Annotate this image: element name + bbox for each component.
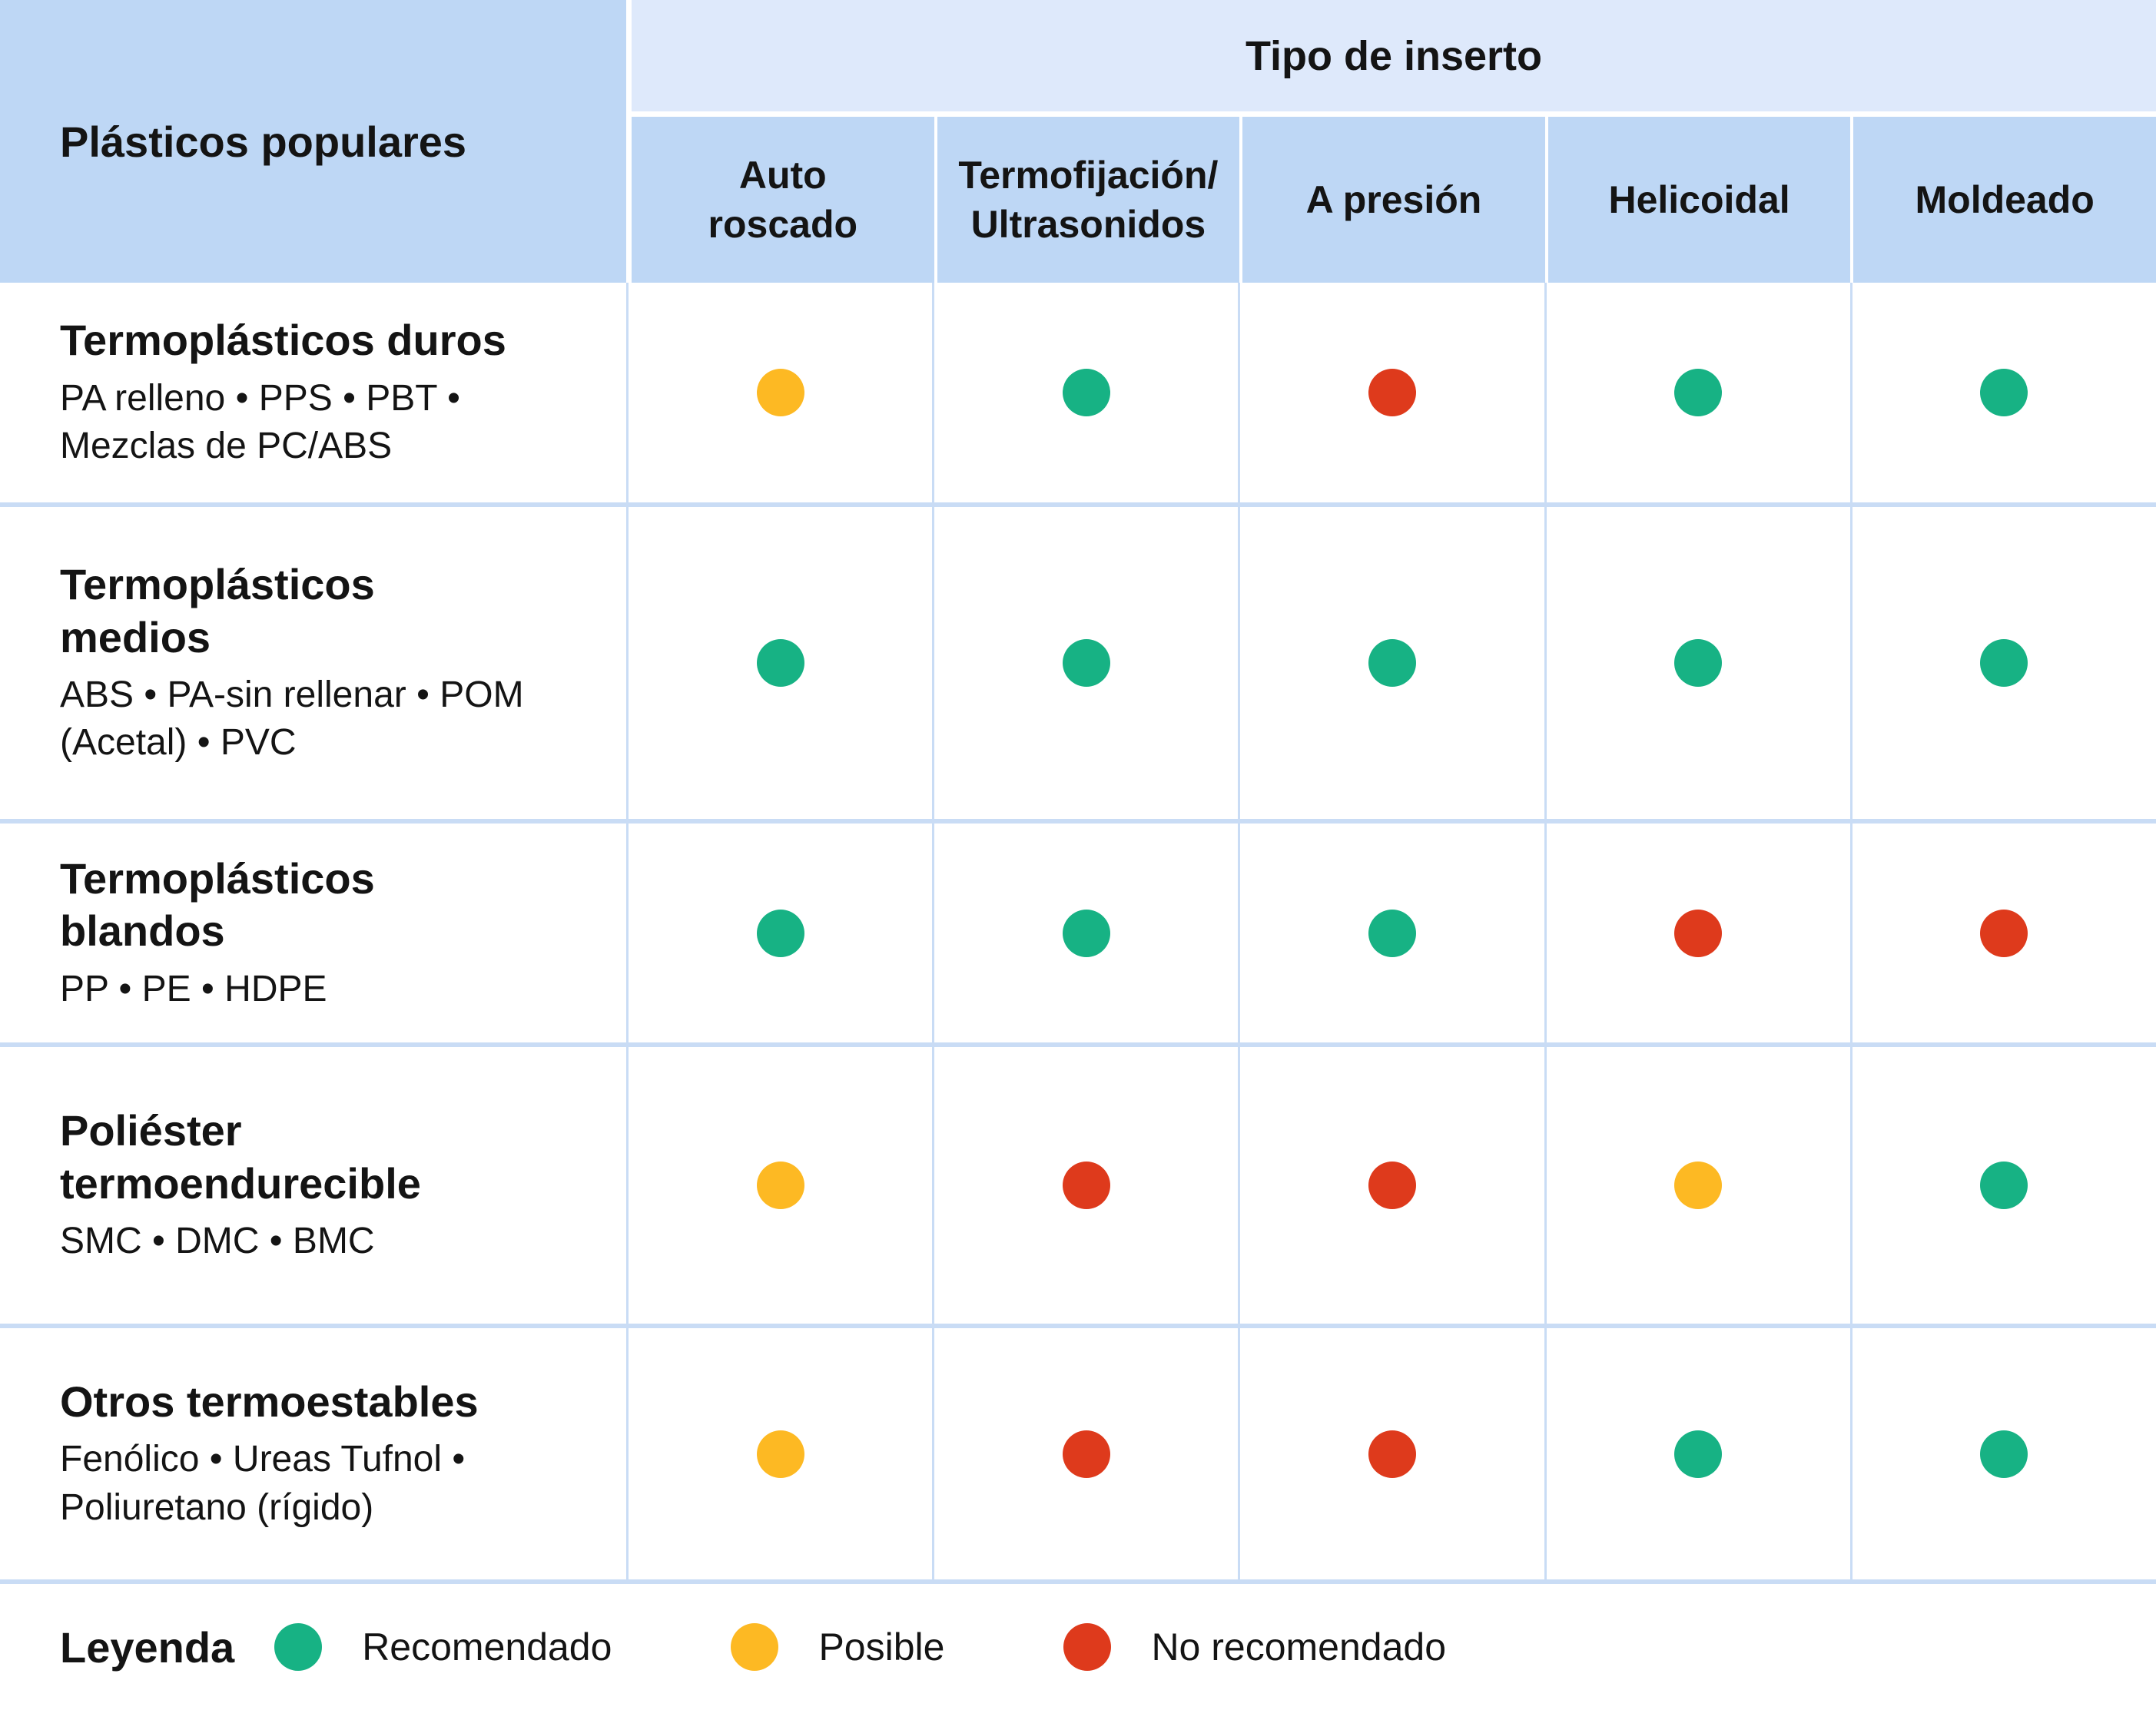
status-dot: [756, 909, 804, 957]
legend-label: No recomendado: [1151, 1625, 1447, 1669]
status-cell: [932, 824, 1238, 1042]
column-header-a-presion: A presión: [1239, 117, 1545, 283]
corner-header-label: Plásticos populares: [60, 117, 467, 166]
status-dot: [1062, 1162, 1110, 1209]
table-row-poliester-termoendurecible: Poliéster termoendurecible SMC • DMC • B…: [0, 1047, 2156, 1328]
legend-item-recomendado: Recomendado: [274, 1623, 612, 1671]
table-row-termoplasticos-blandos: Termoplásticos blandos PP • PE • HDPE: [0, 824, 2156, 1047]
table-row-otros-termoestables: Otros termoestables Fenólico • Ureas Tuf…: [0, 1328, 2156, 1584]
status-dot: [1062, 909, 1110, 957]
status-cell: [932, 1047, 1238, 1324]
column-header-helicoidal: Helicoidal: [1544, 117, 1851, 283]
row-title: Termoplásticos duros: [60, 316, 506, 365]
column-header-termofijacion-ultrasonidos: Termofijación/ Ultrasonidos: [934, 117, 1240, 283]
row-title: Poliéster termoendurecible: [60, 1106, 421, 1208]
status-cell: [1238, 1047, 1544, 1324]
row-subtitle: Fenólico • Ureas Tufnol • Poliuretano (r…: [60, 1439, 466, 1528]
status-dot: [1980, 1430, 2028, 1478]
row-subtitle: SMC • DMC • BMC: [60, 1221, 375, 1262]
row-header: Poliéster termoendurecible SMC • DMC • B…: [0, 1047, 626, 1324]
table-row-termoplasticos-duros: Termoplásticos duros PA relleno • PPS • …: [0, 283, 2156, 507]
table-row-termoplasticos-medios: Termoplásticos medios ABS • PA-sin relle…: [0, 507, 2156, 824]
status-cell: [1544, 824, 1850, 1042]
status-dot: [756, 639, 804, 687]
row-header: Termoplásticos duros PA relleno • PPS • …: [0, 283, 626, 502]
status-cell: [1849, 507, 2156, 819]
status-cell: [932, 507, 1238, 819]
status-dot: [1674, 639, 1723, 687]
status-cell: [626, 824, 932, 1042]
legend-item-posible: Posible: [731, 1623, 944, 1671]
status-dot: [1674, 369, 1723, 416]
status-dot: [1980, 639, 2028, 687]
status-dot: [1368, 909, 1416, 957]
row-header: Otros termoestables Fenólico • Ureas Tuf…: [0, 1328, 626, 1579]
status-cell: [1238, 1328, 1544, 1579]
status-cell: [626, 1328, 932, 1579]
status-cell: [1849, 1047, 2156, 1324]
status-dot: [1674, 909, 1723, 957]
status-cell: [932, 1328, 1238, 1579]
status-dot: [1368, 1430, 1416, 1478]
table-header: Plásticos populares Tipo de inserto Auto…: [0, 0, 2156, 283]
legend-label: Posible: [818, 1625, 945, 1669]
group-header: Tipo de inserto: [632, 0, 2156, 117]
group-header-label: Tipo de inserto: [1245, 32, 1543, 79]
status-cell: [626, 283, 932, 502]
column-header-auto-roscado: Auto roscado: [632, 117, 934, 283]
status-dot: [1062, 1430, 1110, 1478]
status-cell: [932, 283, 1238, 502]
status-dot: [756, 369, 804, 416]
status-dot: [1674, 1162, 1723, 1209]
status-cell: [1849, 1328, 2156, 1579]
row-subtitle: PP • PE • HDPE: [60, 968, 327, 1009]
status-cell: [1544, 1328, 1850, 1579]
legend-dot-recommended: [274, 1623, 323, 1671]
status-cell: [1849, 283, 2156, 502]
row-title: Termoplásticos medios: [60, 560, 375, 661]
row-title: Otros termoestables: [60, 1377, 479, 1426]
status-cell: [1544, 283, 1850, 502]
legend-dot-possible: [731, 1623, 779, 1671]
status-dot: [1368, 369, 1416, 416]
status-dot: [1980, 1162, 2028, 1209]
status-dot: [1980, 909, 2028, 957]
status-cell: [626, 1047, 932, 1324]
status-cell: [1849, 824, 2156, 1042]
legend-item-no-recomendado: No recomendado: [1063, 1623, 1446, 1671]
status-dot: [1980, 369, 2028, 416]
status-dot: [756, 1162, 804, 1209]
status-dot: [1368, 1162, 1416, 1209]
status-cell: [1238, 507, 1544, 819]
status-cell: [1238, 824, 1544, 1042]
row-title: Termoplásticos blandos: [60, 853, 375, 956]
status-dot: [1368, 639, 1416, 687]
status-cell: [1544, 507, 1850, 819]
column-headers: Auto roscado Termofijación/ Ultrasonidos…: [632, 117, 2156, 283]
status-cell: [626, 507, 932, 819]
row-header: Termoplásticos blandos PP • PE • HDPE: [0, 824, 626, 1042]
status-dot: [1062, 639, 1110, 687]
header-right: Tipo de inserto Auto roscado Termofijaci…: [626, 0, 2156, 283]
status-cell: [1238, 283, 1544, 502]
row-header: Termoplásticos medios ABS • PA-sin relle…: [0, 507, 626, 819]
column-header-moldeado: Moldeado: [1850, 117, 2156, 283]
status-dot: [756, 1430, 804, 1478]
status-cell: [1544, 1047, 1850, 1324]
row-subtitle: PA relleno • PPS • PBT • Mezclas de PC/A…: [60, 377, 460, 467]
row-subtitle: ABS • PA-sin rellenar • POM (Acetal) • P…: [60, 674, 524, 764]
status-dot: [1062, 369, 1110, 416]
legend-label: Recomendado: [362, 1625, 612, 1669]
corner-header: Plásticos populares: [0, 0, 626, 283]
status-dot: [1674, 1430, 1723, 1478]
legend: Leyenda Recomendado Posible No recomenda…: [0, 1584, 2156, 1710]
legend-title: Leyenda: [60, 1622, 235, 1672]
legend-dot-not-recommended: [1063, 1623, 1112, 1671]
